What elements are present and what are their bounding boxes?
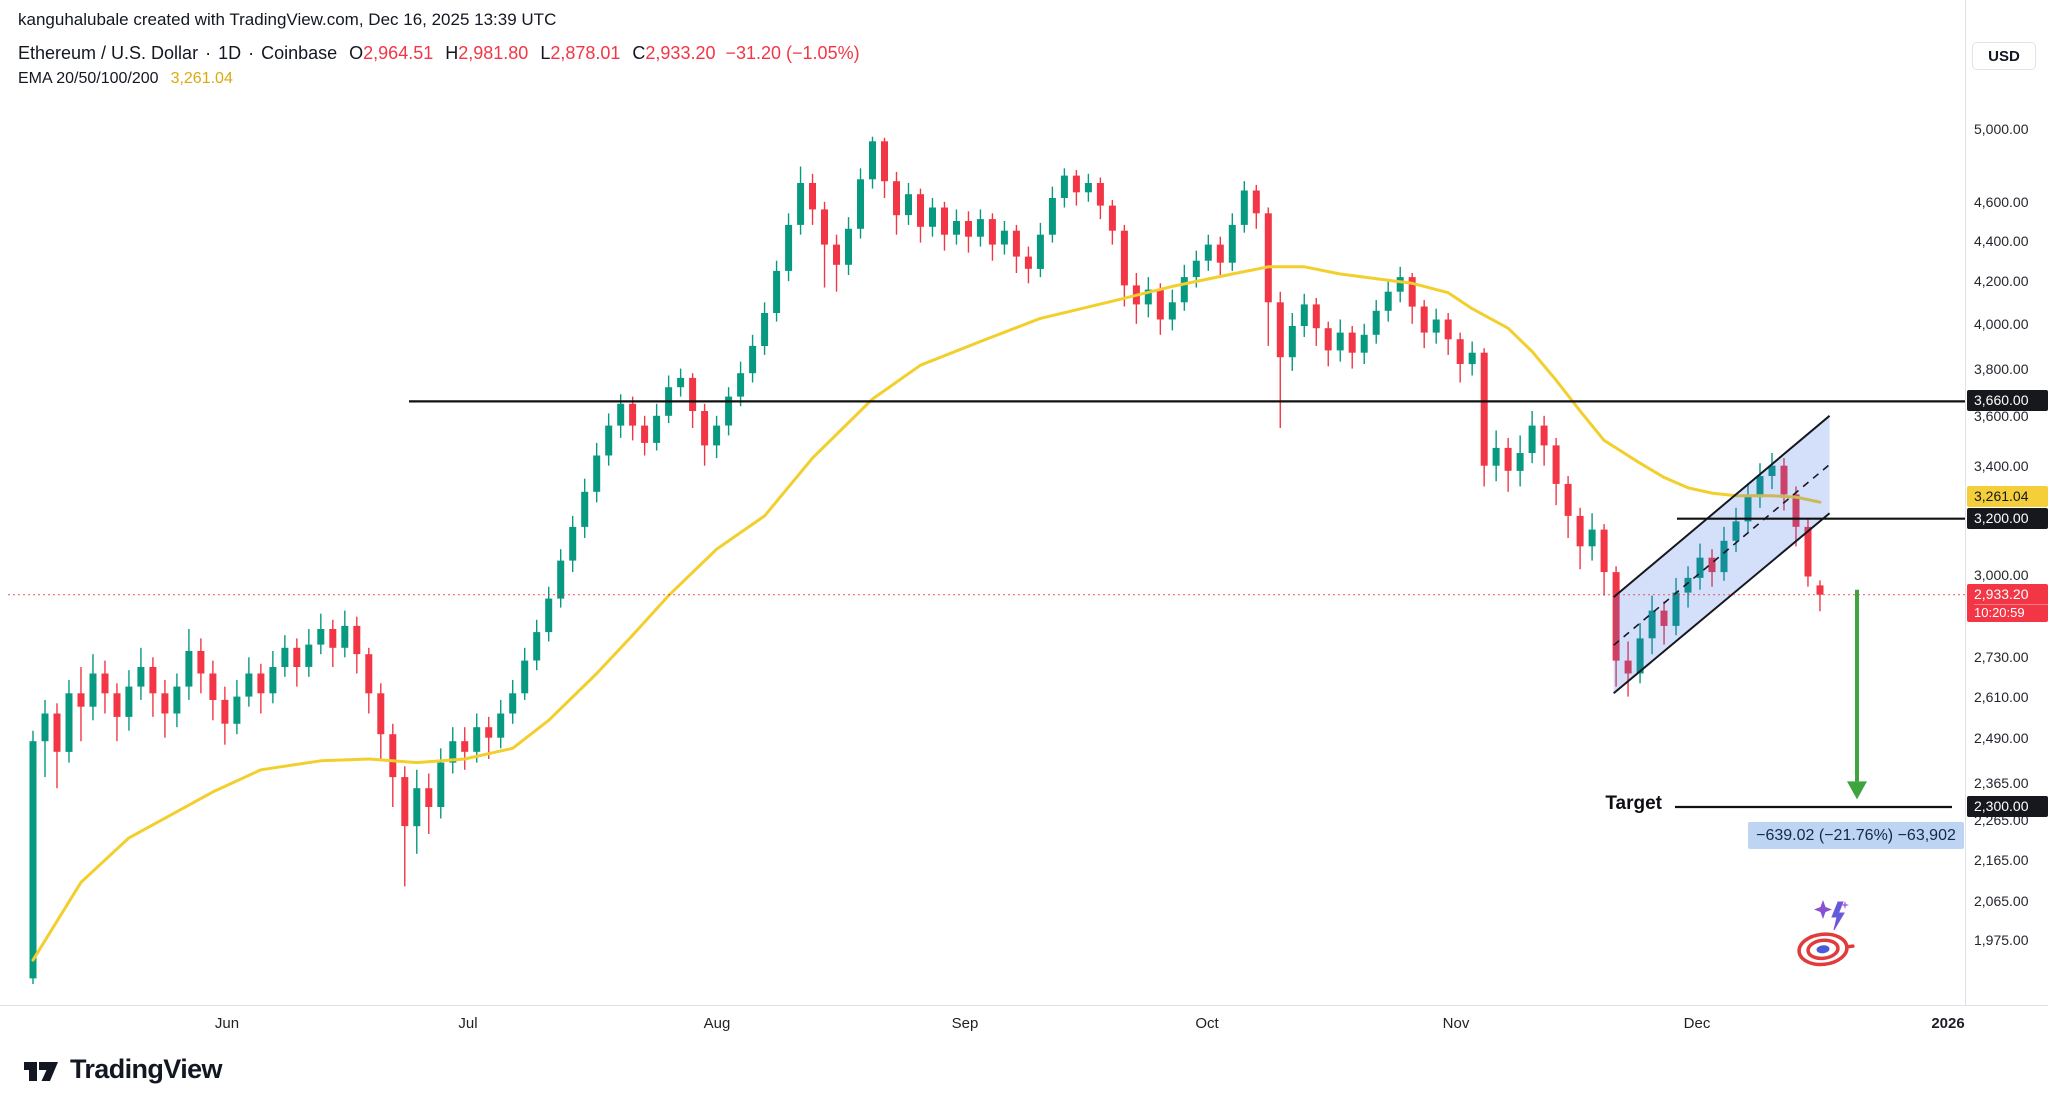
price-tick-label: 2,165.00 bbox=[1974, 851, 2029, 868]
price-tick-label: 2,490.00 bbox=[1974, 729, 2029, 746]
tradingview-logo[interactable]: TradingView bbox=[24, 1054, 223, 1085]
price-tick-label: 4,200.00 bbox=[1974, 273, 2029, 290]
attribution-text: kanguhalubale created with TradingView.c… bbox=[18, 10, 557, 29]
time-axis-label: Nov bbox=[1442, 1015, 1470, 1032]
price-level-label: 3,660.00 bbox=[1967, 390, 2048, 412]
symbol-row: Ethereum / U.S. Dollar · 1D · Coinbase O2,964… bbox=[18, 42, 860, 64]
time-axis[interactable]: Jun Jul Aug Sep Oct Nov Dec 2026 bbox=[0, 1005, 2048, 1105]
price-tick-label: 3,800.00 bbox=[1974, 360, 2029, 377]
ohlc-high-label: H bbox=[445, 43, 459, 63]
price-tick-label: 4,400.00 bbox=[1974, 232, 2029, 249]
tradingview-brand-text: TradingView bbox=[70, 1054, 223, 1084]
price-tick-label: 2,365.00 bbox=[1974, 774, 2029, 791]
price-level-label: 2,300.00 bbox=[1967, 795, 2048, 817]
ohlc-close-value: 2,933.20 bbox=[645, 43, 716, 63]
separator: · bbox=[205, 43, 212, 63]
price-level-label: 3,200.00 bbox=[1967, 507, 2048, 529]
symbol-title[interactable]: Ethereum / U.S. Dollar bbox=[18, 43, 199, 63]
price-tick-label: 2,730.00 bbox=[1974, 649, 2029, 666]
ema-indicator-value: 3,261.04 bbox=[170, 70, 233, 87]
measurement-label[interactable]: −639.02 (−21.76%) −63,902 bbox=[1748, 822, 1964, 849]
spiral-roll-sticker-icon[interactable] bbox=[1796, 928, 1856, 970]
price-tick-label: 2,065.00 bbox=[1974, 893, 2029, 910]
time-axis-label: Jun bbox=[214, 1015, 240, 1032]
price-tick-label: 2,610.00 bbox=[1974, 688, 2029, 705]
ohlc-low-value: 2,878.01 bbox=[550, 43, 621, 63]
tradingview-mark-icon bbox=[24, 1061, 58, 1081]
current-price-label: 2,933.20 10:20:59 bbox=[1967, 583, 2048, 622]
time-axis-label: Oct bbox=[1195, 1015, 1219, 1032]
time-axis-label: 2026 bbox=[1931, 1015, 1965, 1032]
chart-legend: Ethereum / U.S. Dollar · 1D · Coinbase O2,964… bbox=[18, 42, 860, 89]
ohlc-open-value: 2,964.51 bbox=[363, 43, 434, 63]
target-annotation-label[interactable]: Target bbox=[1605, 793, 1662, 814]
change-value: −31.20 (−1.05%) bbox=[725, 43, 860, 63]
price-tick-label: 3,000.00 bbox=[1974, 567, 2029, 583]
time-axis-label: Sep bbox=[951, 1015, 979, 1032]
time-axis-label: Dec bbox=[1683, 1015, 1711, 1032]
price-tick-label: 4,600.00 bbox=[1974, 193, 2029, 210]
time-axis-label: Jul bbox=[458, 1015, 478, 1032]
ohlc-low-label: L bbox=[540, 43, 551, 63]
price-tick-label: 5,000.00 bbox=[1974, 121, 2029, 137]
exchange-label[interactable]: Coinbase bbox=[261, 43, 338, 63]
ohlc-open-label: O bbox=[349, 43, 364, 63]
indicator-row: EMA 20/50/100/200 3,261.04 bbox=[18, 69, 860, 89]
ohlc-high-value: 2,981.80 bbox=[458, 43, 529, 63]
price-tick-label: 1,975.00 bbox=[1974, 932, 2029, 948]
sparkle-lightning-sticker-icon[interactable] bbox=[1812, 898, 1852, 934]
interval-label[interactable]: 1D bbox=[218, 43, 242, 63]
currency-toggle-button[interactable]: USD bbox=[1972, 42, 2036, 70]
separator: · bbox=[248, 43, 255, 63]
ema-indicator-label[interactable]: EMA 20/50/100/200 bbox=[18, 70, 159, 87]
price-tick-label: 3,600.00 bbox=[1974, 407, 2029, 424]
price-tick-label: 4,000.00 bbox=[1974, 315, 2029, 332]
ohlc-close-label: C bbox=[632, 43, 646, 63]
time-axis-label: Aug bbox=[703, 1015, 731, 1032]
price-level-label: 3,261.04 bbox=[1967, 486, 2048, 508]
chart-stickers[interactable] bbox=[1796, 898, 1868, 972]
price-axis[interactable]: 5,000.00 4,600.00 4,400.00 4,200.00 4,000.00… bbox=[1965, 0, 2048, 1005]
price-tick-label: 3,400.00 bbox=[1974, 457, 2029, 474]
